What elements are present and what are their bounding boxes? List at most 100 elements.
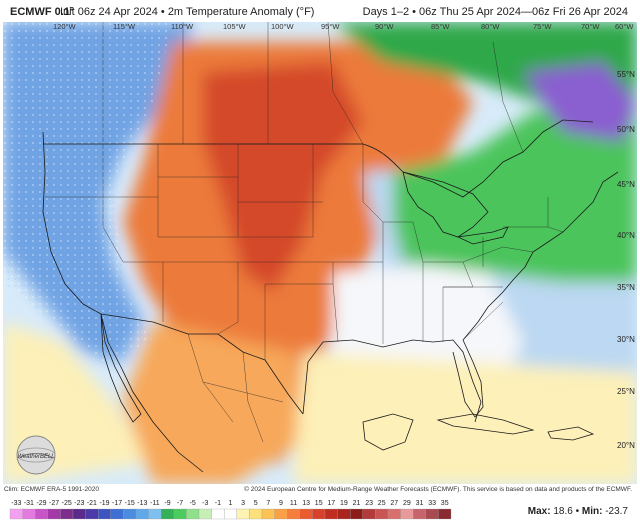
state-line-1 — [102, 144, 124, 263]
political-borders — [42, 119, 619, 473]
lat-label: 50°N — [617, 125, 635, 134]
state-line-15 — [383, 221, 424, 342]
colorbar-tick: 21 — [353, 500, 361, 507]
colorbar-tick: -9 — [164, 500, 170, 507]
colorbar-swatch — [123, 508, 137, 520]
colorbar-tick: -11 — [150, 500, 160, 507]
lat-label: 55°N — [617, 70, 635, 79]
colorbar-swatch — [362, 508, 376, 520]
terrain-speckle-west — [3, 22, 173, 362]
cuba-outline — [436, 413, 535, 435]
colorbar-tick: 3 — [241, 500, 245, 507]
colorbar-swatch — [224, 508, 237, 520]
lon-label: 95°W — [321, 22, 340, 31]
florida-outline — [452, 339, 484, 418]
colorbar-tick: -25 — [62, 500, 72, 507]
lon-label: 120°W — [53, 22, 77, 31]
colorbar-swatch — [9, 508, 23, 520]
colorbar-swatch — [375, 508, 389, 520]
anomaly-map: 55°N 50°N 45°N 40°N 35°N 30°N 25°N 20°N 120°W 11… — [3, 22, 637, 484]
colorbar-tick: -15 — [125, 500, 135, 507]
min-value: -23.7 — [605, 506, 628, 517]
run-label: Init 06z 24 Apr 2024 • 2m Temperature An… — [60, 6, 315, 18]
colorbar-tick: -29 — [36, 500, 46, 507]
map-canvas: 55°N 50°N 45°N 40°N 35°N 30°N 25°N 20°N 120°W 11… — [3, 22, 637, 484]
lon-label: 60°W — [615, 22, 634, 31]
colorbar-tick: 1 — [229, 500, 233, 507]
colorbar-swatch — [413, 508, 426, 520]
us-canada-border — [43, 119, 594, 198]
colorbar-swatch — [274, 508, 288, 520]
lon-label: 110°W — [171, 22, 194, 31]
colorbar-tick: 33 — [428, 500, 436, 507]
colorbar-swatch — [186, 508, 200, 520]
colorbar-swatch — [387, 508, 401, 520]
footer-bar: Clim: ECMWF ERA-5 1991-2020 © 2024 Europ… — [0, 484, 640, 526]
state-line-22 — [462, 301, 504, 341]
warm-anomaly-core — [203, 62, 363, 292]
lat-label: 20°N — [617, 441, 635, 450]
province-line-5 — [492, 41, 524, 153]
header-bar: ECMWF 0.1° Init 06z 24 Apr 2024 • 2m Tem… — [0, 0, 640, 22]
separator: • — [575, 506, 580, 517]
colorbar-swatch — [110, 508, 124, 520]
colorbar-swatch — [148, 508, 162, 520]
max-label: Max: — [527, 506, 551, 517]
colorbar-tick: -7 — [177, 500, 183, 507]
colorbar-tick: -19 — [99, 500, 109, 507]
colorbar-tick: -31 — [24, 500, 34, 507]
colorbar-tick: -5 — [190, 500, 196, 507]
colorbar-swatch — [211, 508, 225, 520]
colorbar-tick: 13 — [302, 500, 310, 507]
lat-label: 40°N — [617, 231, 635, 240]
colorbar-swatch — [173, 508, 187, 520]
colorbar-swatch — [350, 508, 363, 520]
colorbar-swatch — [135, 508, 149, 520]
colorbar-swatch — [198, 508, 212, 520]
colorbar-tick: 31 — [416, 500, 424, 507]
copyright-notice: © 2024 European Centre for Medium-Range … — [244, 486, 632, 493]
colorbar-tick: -13 — [137, 500, 147, 507]
clim-credit: Clim: ECMWF ERA-5 1991-2020 — [4, 486, 99, 493]
min-label: Min: — [581, 506, 603, 517]
max-min-readout: Max: 18.6 • Min: -23.7 — [528, 506, 628, 517]
colorbar-tick: 23 — [365, 500, 373, 507]
colorbar-swatch — [261, 508, 275, 520]
lon-label: 70°W — [581, 22, 600, 31]
us-mexico-border — [100, 313, 304, 415]
longitude-labels: 120°W 115°W 110°W 105°W 100°W 95°W 90°W 85°W 80°… — [53, 22, 634, 31]
hispaniola-outline — [547, 426, 595, 441]
colorbar-tick: 27 — [390, 500, 398, 507]
colorbar-swatch — [337, 508, 351, 520]
colorbar-swatch — [85, 508, 99, 520]
colorbar-tick: -33 — [11, 500, 21, 507]
colorbar-tick: -21 — [87, 500, 97, 507]
province-line-4 — [327, 22, 364, 145]
colorbar-tick: 17 — [327, 500, 335, 507]
colorbar-swatch — [98, 508, 111, 520]
state-line-11 — [313, 143, 384, 284]
max-value: 18.6 — [553, 506, 573, 517]
lat-label: 35°N — [617, 283, 635, 292]
colorbar-legend: -33 -31 -29 -27 -25 -23 -21 -19 -17 -15 -13 -11 -9 -7… — [8, 497, 468, 523]
colorbar-swatch — [324, 508, 338, 520]
colorbar-swatch — [47, 508, 61, 520]
lon-label: 80°W — [481, 22, 500, 31]
lon-label: 105°W — [223, 22, 247, 31]
colorbar-tick: 35 — [441, 500, 449, 507]
colorbar-tick: -17 — [112, 500, 122, 507]
valid-period-label: Days 1–2 • 06z Thu 25 Apr 2024—06z Fri 2… — [362, 6, 628, 18]
colorbar-swatch — [287, 508, 300, 520]
colorbar-swatch — [299, 508, 313, 520]
colorbar-swatch — [60, 508, 74, 520]
state-line-18 — [462, 246, 534, 263]
state-line-13 — [332, 283, 339, 343]
colorbar-swatch — [425, 508, 439, 520]
lon-label: 115°W — [113, 22, 136, 31]
colorbar-tick: 5 — [254, 500, 258, 507]
warm-anomaly-mexico — [123, 322, 303, 484]
svg-text:WeatherBELL: WeatherBELL — [17, 454, 54, 460]
colorbar-swatch — [72, 508, 86, 520]
colorbar-swatch — [249, 508, 263, 520]
